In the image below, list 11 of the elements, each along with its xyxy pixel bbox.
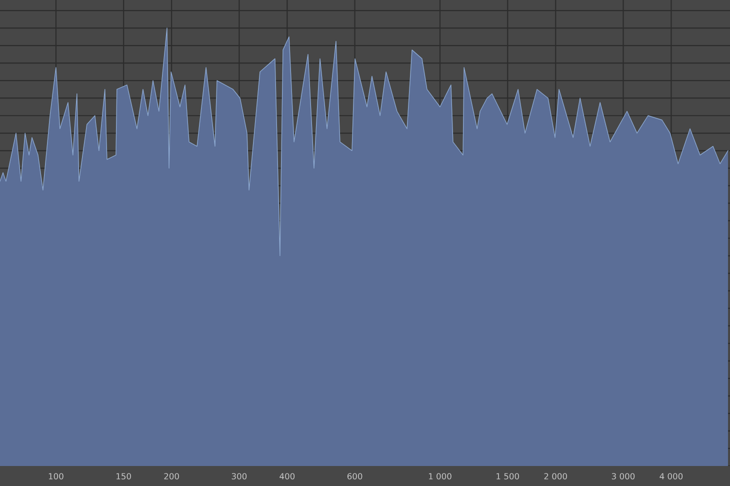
x-tick-label: 100 — [48, 473, 64, 480]
x-tick-label: 400 — [280, 473, 295, 480]
x-tick-label: 200 — [164, 473, 179, 480]
x-tick-label: 150 — [116, 473, 131, 480]
x-tick-label: 600 — [347, 473, 362, 480]
x-tick-label: 1 000 — [428, 473, 452, 480]
x-tick-label: 1 500 — [496, 473, 520, 480]
x-tick-label: 4 000 — [660, 473, 683, 480]
x-tick-label: 300 — [232, 473, 247, 480]
x-tick-label: 2 000 — [544, 473, 567, 480]
x-tick-label: 3 000 — [612, 473, 635, 480]
